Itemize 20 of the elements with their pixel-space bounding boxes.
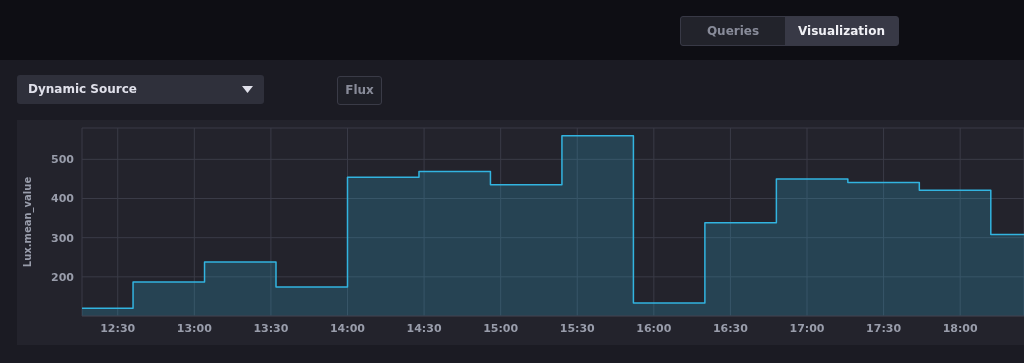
x-tick-label: 16:30 <box>712 321 749 335</box>
y-tick-label: 400 <box>51 192 75 206</box>
x-tick-label: 17:30 <box>866 321 902 335</box>
y-axis-title: Lux.mean_value <box>21 176 34 268</box>
view-toggle: Queries Visualization <box>680 16 899 46</box>
y-tick-label: 500 <box>51 153 75 167</box>
x-tick-label: 13:30 <box>253 321 289 335</box>
x-tick-label: 17:00 <box>789 321 825 335</box>
x-tick-label: 14:30 <box>406 321 442 335</box>
x-tick-label: 13:00 <box>176 321 213 335</box>
x-tick-label: 15:00 <box>483 321 519 335</box>
y-tick-label: 200 <box>51 270 75 284</box>
source-dropdown: Dynamic Source <box>17 75 264 104</box>
x-tick-label: 12:30 <box>100 321 136 335</box>
x-tick-label: 14:00 <box>329 321 366 335</box>
y-tick-label: 300 <box>51 231 75 245</box>
language-toggle: Flux <box>337 76 382 105</box>
x-tick-label: 18:00 <box>942 321 979 335</box>
x-tick-label: 16:00 <box>636 321 672 335</box>
x-tick-label: 15:30 <box>559 321 596 335</box>
